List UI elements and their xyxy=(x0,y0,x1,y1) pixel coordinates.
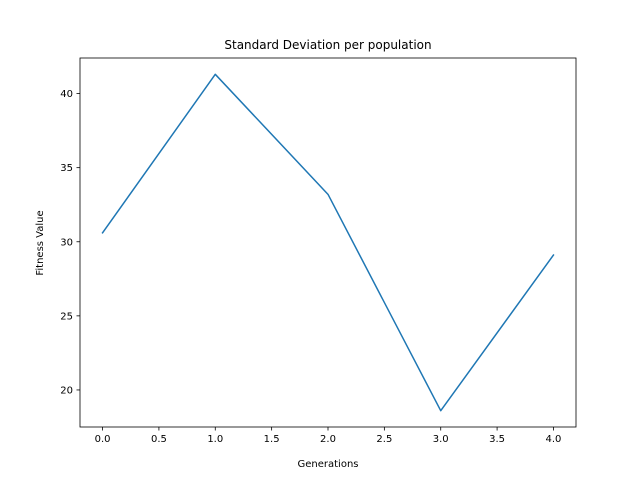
plot-area: 0.0 0.5 1.0 1.5 2.0 2.5 3.0 3.5 4.0 20 25 30 35 40 xyxy=(60,57,577,445)
x-tick-label: 3.5 xyxy=(489,434,505,445)
y-tick-label: 20 xyxy=(60,385,73,396)
chart-title: Standard Deviation per population xyxy=(224,38,431,52)
y-tick-label: 35 xyxy=(60,163,73,174)
x-tick-label: 3.0 xyxy=(433,434,449,445)
x-tick-label: 4.0 xyxy=(546,434,562,445)
x-tick-label: 2.0 xyxy=(320,434,336,445)
y-tick-label: 30 xyxy=(60,237,73,248)
y-tick-label: 25 xyxy=(60,311,73,322)
x-tick-label: 1.0 xyxy=(207,434,223,445)
y-tick-label: 40 xyxy=(60,89,73,100)
x-tick-label: 0.5 xyxy=(151,434,167,445)
x-tick-label: 1.5 xyxy=(264,434,280,445)
x-tick-label: 2.5 xyxy=(376,434,392,445)
y-axis-label: Fitness Value xyxy=(35,210,46,275)
x-tick-label: 0.0 xyxy=(95,434,111,445)
x-axis-label: Generations xyxy=(298,459,359,470)
